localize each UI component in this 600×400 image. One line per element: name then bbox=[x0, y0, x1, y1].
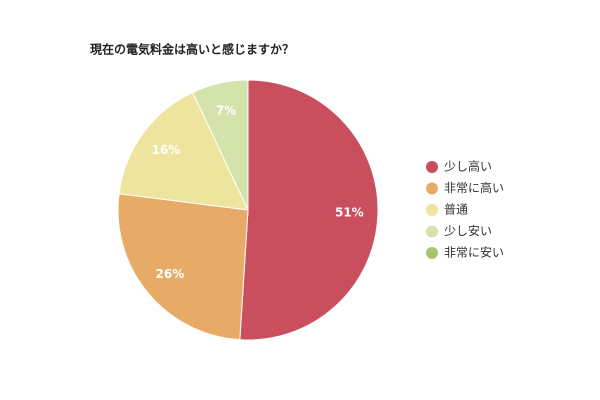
data-label: 7% bbox=[216, 104, 236, 118]
legend-label: 少し安い bbox=[444, 223, 492, 238]
pie-slice bbox=[239, 79, 379, 341]
legend-marker bbox=[426, 225, 438, 238]
legend-label: 少し高い bbox=[444, 159, 492, 174]
legend-label: 非常に安い bbox=[444, 245, 504, 260]
data-label: 51% bbox=[335, 206, 364, 220]
legend-label: 普通 bbox=[444, 203, 468, 217]
legend-marker bbox=[426, 182, 438, 195]
pie-slice bbox=[117, 193, 249, 341]
data-label: 16% bbox=[152, 143, 181, 157]
legend-marker bbox=[426, 204, 438, 216]
legend-label: 非常に高い bbox=[444, 180, 504, 195]
pie-slice bbox=[118, 91, 249, 211]
chart-title: 現在の電気料金は高いと感じますか？ bbox=[90, 42, 294, 57]
legend-marker bbox=[426, 161, 438, 173]
legend-marker bbox=[426, 247, 438, 259]
data-label: 26% bbox=[156, 267, 185, 281]
